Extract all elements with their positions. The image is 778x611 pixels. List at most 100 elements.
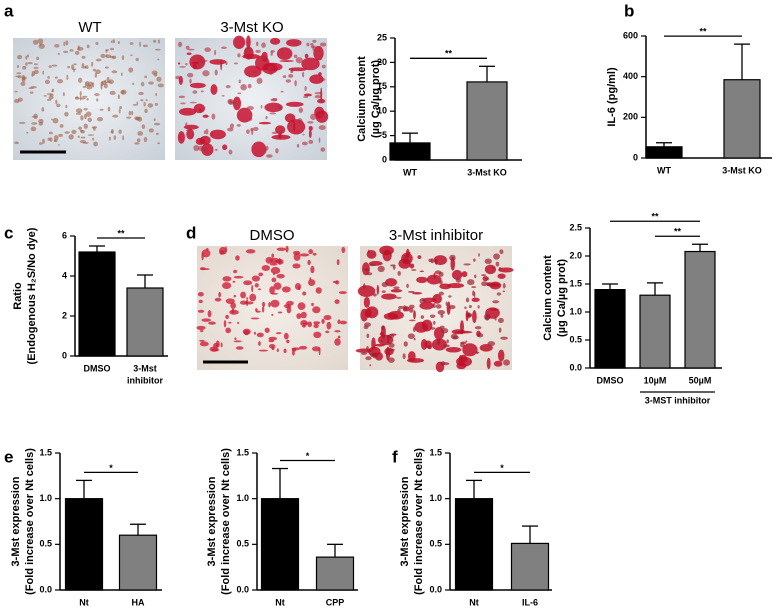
stain	[464, 306, 467, 309]
stain	[204, 47, 211, 52]
stain	[148, 81, 154, 85]
stain	[471, 286, 477, 289]
stain	[451, 269, 463, 280]
stain	[251, 284, 254, 293]
image-label: DMSO	[250, 227, 295, 244]
stain	[46, 98, 52, 101]
stain	[389, 348, 395, 352]
stain	[419, 270, 424, 273]
stain	[271, 131, 278, 135]
stain	[500, 336, 508, 340]
stain	[366, 272, 373, 276]
significance-label: **	[117, 228, 125, 238]
stain	[82, 95, 88, 98]
stain	[308, 139, 314, 144]
stain	[437, 310, 446, 315]
stain	[250, 127, 254, 132]
stain	[75, 96, 79, 99]
stain	[117, 41, 120, 44]
y-tick-label: 0.0	[429, 584, 442, 594]
stain	[388, 342, 395, 348]
stain	[179, 107, 197, 116]
stain	[317, 98, 326, 104]
stain	[312, 39, 317, 43]
stain	[270, 266, 281, 275]
bar	[466, 81, 508, 161]
stain	[112, 114, 119, 118]
stain	[183, 124, 199, 130]
stain	[371, 337, 376, 351]
stain	[113, 135, 117, 140]
stain	[373, 293, 377, 297]
stain	[130, 54, 133, 57]
stain	[246, 129, 250, 134]
stain	[292, 250, 301, 255]
x-tick-label: Nt	[469, 597, 479, 607]
stain	[92, 68, 97, 72]
stain	[491, 266, 494, 269]
stain	[452, 335, 459, 340]
stain	[445, 301, 448, 306]
stain	[233, 275, 244, 279]
stain	[285, 79, 292, 83]
stain	[246, 298, 249, 307]
stain	[366, 333, 370, 339]
stain	[157, 142, 161, 145]
stain	[439, 280, 443, 285]
y-tick-label: 200	[623, 112, 638, 122]
stain	[413, 337, 416, 341]
stain	[69, 49, 74, 52]
stain	[185, 122, 188, 128]
stain	[142, 44, 148, 48]
stain	[411, 269, 417, 271]
stain	[155, 92, 157, 97]
stain	[271, 313, 274, 317]
stain	[403, 341, 408, 347]
stain	[233, 35, 246, 50]
stain	[144, 108, 148, 114]
stain	[22, 65, 27, 70]
stain	[232, 280, 236, 283]
stain	[419, 301, 434, 310]
stain	[496, 292, 502, 296]
stain	[218, 291, 222, 298]
stain	[43, 95, 47, 97]
stain	[157, 83, 164, 88]
stain	[267, 66, 274, 70]
stain	[135, 116, 141, 121]
stain	[294, 80, 297, 87]
stain	[244, 47, 252, 54]
stain	[319, 42, 327, 47]
stain	[232, 96, 242, 111]
stain	[201, 318, 211, 322]
stain	[144, 75, 148, 79]
stain	[278, 132, 282, 139]
stain	[20, 81, 26, 86]
stain	[398, 258, 411, 269]
stain	[199, 339, 205, 342]
stain	[291, 347, 300, 351]
stain	[118, 108, 121, 114]
stain	[292, 350, 295, 356]
panel-letter: f	[392, 447, 398, 466]
stain	[75, 112, 82, 115]
bar	[639, 294, 671, 369]
stain	[339, 320, 347, 325]
stain	[308, 279, 316, 286]
stain	[465, 340, 468, 343]
stain	[31, 122, 38, 125]
stain	[334, 299, 340, 305]
stain	[308, 249, 314, 255]
stain	[33, 113, 38, 120]
stain	[193, 144, 200, 152]
significance-label: **	[674, 227, 682, 237]
stain	[63, 50, 69, 54]
stain	[310, 113, 317, 120]
stain	[80, 115, 84, 121]
stain	[27, 62, 33, 65]
stain	[214, 297, 222, 302]
stain	[367, 249, 370, 254]
stain	[153, 118, 156, 122]
stain	[208, 321, 216, 325]
stain	[135, 57, 139, 62]
